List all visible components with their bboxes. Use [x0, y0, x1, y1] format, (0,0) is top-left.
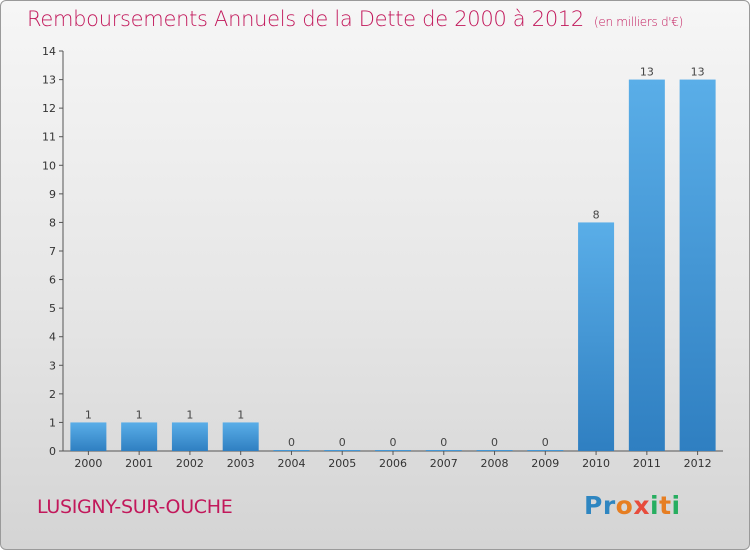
bar — [527, 450, 564, 451]
x-tick-label: 2007 — [430, 457, 458, 470]
town-name: LUSIGNY-SUR-OUCHE — [37, 496, 233, 518]
x-tick-label: 2006 — [379, 457, 407, 470]
y-tick-label: 2 — [49, 388, 56, 401]
y-tick-label: 0 — [49, 445, 56, 458]
bar-value-label: 0 — [440, 436, 447, 449]
bar-value-label: 1 — [136, 408, 143, 421]
bar — [121, 422, 158, 451]
y-tick-label: 12 — [42, 102, 56, 115]
y-tick-label: 5 — [49, 302, 56, 315]
x-tick-label: 2009 — [531, 457, 559, 470]
bar-value-label: 0 — [491, 436, 498, 449]
bar-value-label: 13 — [691, 66, 705, 79]
logo-letter: r — [602, 491, 616, 520]
y-tick-label: 9 — [49, 188, 56, 201]
logo-letter: P — [584, 491, 603, 520]
x-tick-label: 2003 — [227, 457, 255, 470]
logo-letter: i — [671, 491, 681, 520]
proxiti-logo: Proxiti — [584, 491, 681, 520]
bar — [171, 422, 208, 451]
logo-letter: i — [650, 491, 660, 520]
bar-value-label: 0 — [339, 436, 346, 449]
y-tick-label: 13 — [42, 74, 56, 87]
y-tick-label: 4 — [49, 331, 56, 344]
bar — [476, 450, 513, 451]
bar — [70, 422, 107, 451]
chart-subtitle: (en milliers d'€) — [594, 15, 684, 29]
bar-value-label: 13 — [640, 66, 654, 79]
y-tick-label: 1 — [49, 416, 56, 429]
logo-letter: x — [633, 491, 650, 520]
bar — [679, 79, 716, 452]
y-tick-label: 8 — [49, 216, 56, 229]
y-tick-label: 3 — [49, 359, 56, 372]
y-tick-label: 10 — [42, 159, 56, 172]
y-tick-label: 11 — [42, 131, 56, 144]
bar — [628, 79, 665, 452]
x-tick-label: 2010 — [582, 457, 610, 470]
logo-letter: t — [659, 491, 672, 520]
bar — [273, 450, 310, 451]
bar-value-label: 0 — [390, 436, 397, 449]
bar — [222, 422, 259, 451]
x-tick-label: 2004 — [277, 457, 305, 470]
y-tick-label: 6 — [49, 274, 56, 287]
x-tick-label: 2005 — [328, 457, 356, 470]
bar — [375, 450, 411, 451]
chart-title-block: Remboursements Annuels de la Dette de 20… — [27, 7, 683, 31]
bar-value-label: 1 — [237, 408, 244, 421]
logo-letter: o — [615, 491, 634, 520]
x-tick-label: 2000 — [74, 457, 102, 470]
x-tick-label: 2011 — [633, 457, 661, 470]
bar — [324, 450, 361, 451]
x-tick-label: 2001 — [125, 457, 153, 470]
x-tick-label: 2012 — [684, 457, 712, 470]
bar-value-label: 1 — [85, 408, 92, 421]
x-tick-label: 2002 — [176, 457, 204, 470]
bar — [425, 450, 462, 451]
bar-value-label: 1 — [186, 408, 193, 421]
bar — [578, 222, 615, 451]
bar-value-label: 0 — [542, 436, 549, 449]
chart-title: Remboursements Annuels de la Dette de 20… — [27, 7, 584, 31]
bar-value-label: 8 — [593, 208, 600, 221]
y-tick-label: 14 — [42, 45, 56, 58]
x-tick-label: 2008 — [481, 457, 509, 470]
bar-value-label: 0 — [288, 436, 295, 449]
y-tick-label: 7 — [49, 245, 56, 258]
